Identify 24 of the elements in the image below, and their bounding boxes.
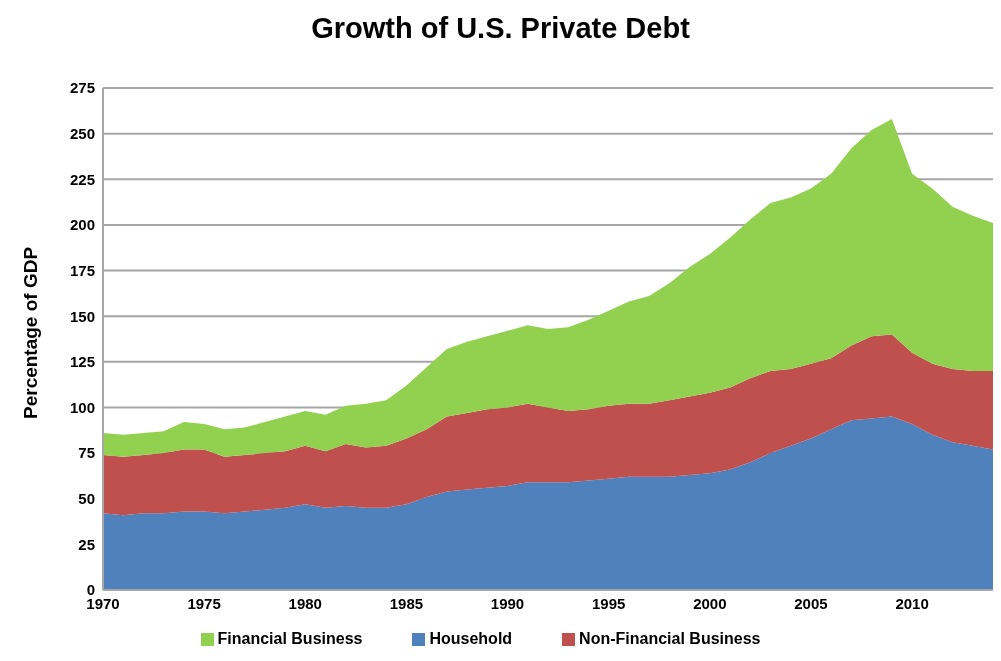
y-tick-label: 200 bbox=[69, 216, 95, 234]
y-tick-label: 250 bbox=[69, 124, 95, 142]
x-tick-label: 1985 bbox=[389, 594, 424, 612]
legend-label: Household bbox=[429, 630, 513, 647]
x-tick-label: 1990 bbox=[490, 594, 525, 612]
y-axis-title: Percentage of GDP bbox=[19, 246, 41, 419]
y-tick-label: 75 bbox=[78, 444, 95, 462]
y-tick-label: 25 bbox=[78, 535, 95, 553]
x-tick-label: 2000 bbox=[693, 594, 727, 612]
x-tick-label: 2010 bbox=[895, 594, 929, 612]
y-tick-label: 175 bbox=[69, 261, 95, 279]
y-tick-label: 150 bbox=[69, 307, 95, 325]
legend-label: Financial Business bbox=[217, 630, 363, 647]
chart-title: Growth of U.S. Private Debt bbox=[310, 11, 691, 46]
y-tick-label: 100 bbox=[69, 398, 95, 416]
y-tick-label: 275 bbox=[69, 79, 95, 97]
x-tick-label: 1995 bbox=[591, 594, 626, 612]
y-tick-label: 125 bbox=[69, 353, 95, 371]
legend-label: Non-Financial Business bbox=[579, 630, 761, 647]
x-tick-label: 2005 bbox=[794, 594, 828, 612]
y-tick-label: 50 bbox=[78, 490, 95, 508]
x-tick-label: 1975 bbox=[187, 594, 221, 612]
x-tick-label: 1980 bbox=[288, 594, 322, 612]
y-tick-label: 225 bbox=[69, 170, 95, 188]
